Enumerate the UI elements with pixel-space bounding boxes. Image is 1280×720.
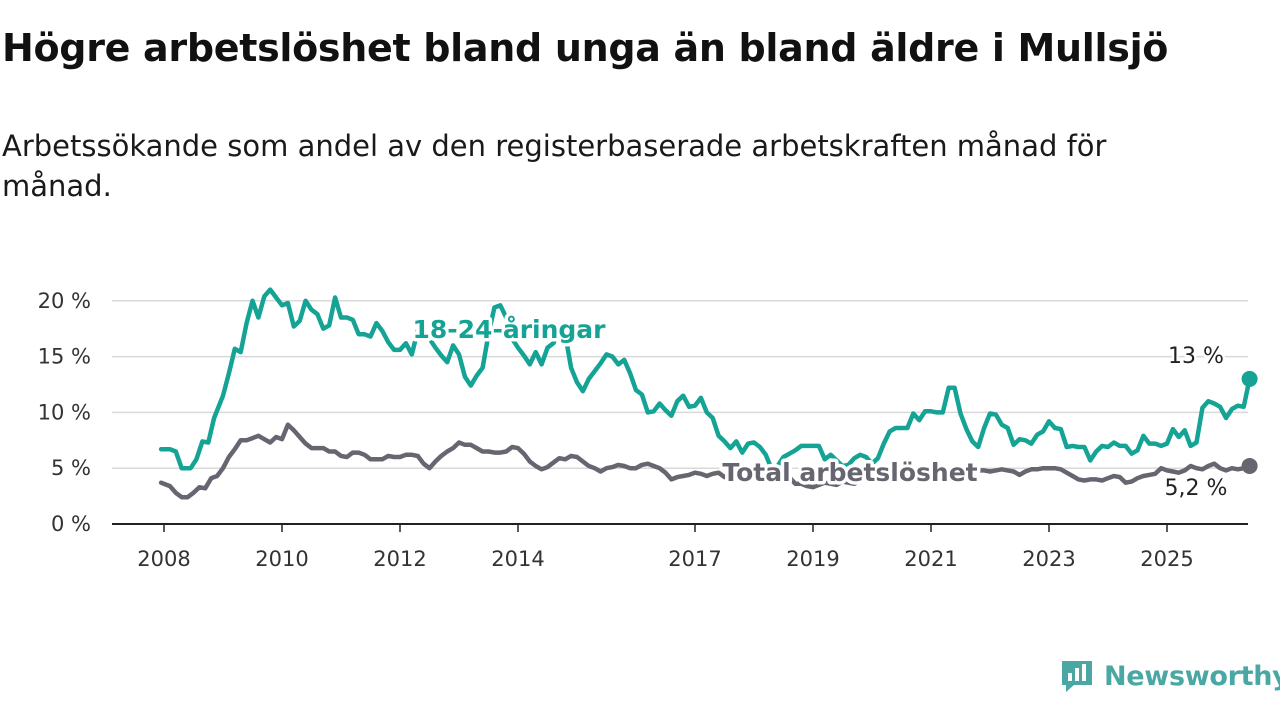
end-point-total xyxy=(1241,457,1258,474)
chart-subtitle: Arbetssökande som andel av den registerb… xyxy=(2,129,1107,203)
y-tick-label: 10 % xyxy=(38,400,91,424)
y-tick-label: 15 % xyxy=(38,345,91,369)
end-point-youth xyxy=(1241,370,1258,387)
series-label-youth: 18-24-åringar xyxy=(413,315,607,344)
x-tick-label: 2017 xyxy=(668,547,721,571)
grid-layer xyxy=(112,300,1248,469)
series-layer xyxy=(158,287,1258,500)
line-chart: 0 % 5 % 10 % 15 % 20 % 2008 2010 2012 2014 2017 20… xyxy=(38,287,1258,571)
label-layer: 18-24-åringar Total arbetslöshet 13 % 5,… xyxy=(409,312,1230,504)
x-tick-label: 2025 xyxy=(1140,547,1193,571)
brand-name: Newsworthy xyxy=(1104,660,1280,692)
newsworthy-logo[interactable]: Newsworthy xyxy=(1060,656,1280,696)
y-tick-label: 5 % xyxy=(51,456,91,480)
x-tick-label: 2008 xyxy=(137,547,190,571)
series-line-youth xyxy=(158,287,1252,472)
end-label-total: 5,2 % xyxy=(1165,476,1228,501)
y-tick-label: 20 % xyxy=(38,289,91,313)
x-tick-label: 2021 xyxy=(904,547,957,571)
x-tick-label: 2014 xyxy=(491,547,544,571)
x-tick-label: 2023 xyxy=(1022,547,1075,571)
y-tick-label: 0 % xyxy=(51,512,91,536)
x-tick-label: 2010 xyxy=(255,547,308,571)
x-tick-label: 2012 xyxy=(373,547,426,571)
bar-chart-flag-icon xyxy=(1062,661,1092,692)
x-tick-label: 2019 xyxy=(786,547,839,571)
axis-layer: 0 % 5 % 10 % 15 % 20 % 2008 2010 2012 2014 2017 20… xyxy=(38,289,1248,571)
chart-title: Högre arbetslöshet bland unga än bland ä… xyxy=(2,26,1169,70)
series-label-total: Total arbetslöshet xyxy=(722,458,977,487)
end-label-youth: 13 % xyxy=(1168,344,1224,369)
series-line-total xyxy=(158,422,1252,500)
